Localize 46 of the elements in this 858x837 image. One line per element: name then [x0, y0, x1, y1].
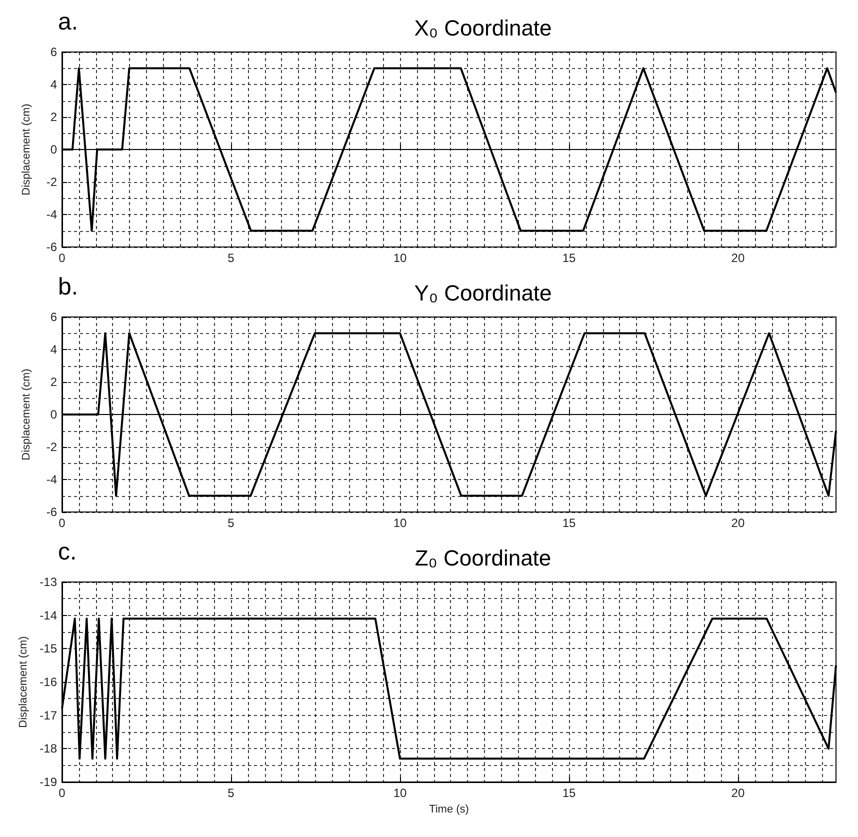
x-tick-label: 15	[562, 786, 576, 800]
y-tick-label: -4	[46, 208, 58, 222]
text: c.	[58, 538, 77, 566]
x-tick-label: 0	[58, 516, 66, 530]
y-tick-label: 6	[50, 45, 58, 59]
y-tick-label: -15	[40, 642, 58, 656]
y-tick-label: 0	[50, 142, 58, 156]
x-tick-label: 20	[731, 251, 745, 265]
x-tick-label: 5	[228, 786, 235, 800]
y-tick-label: 2	[50, 375, 58, 389]
y-tick-label: -2	[46, 440, 58, 454]
x-tick-label: 10	[393, 516, 407, 530]
x-tick-label: 5	[228, 251, 235, 265]
chart-title: Y₀ Coordinate	[414, 280, 552, 306]
y-tick-label: -6	[46, 240, 58, 254]
x-tick-label: 0	[58, 251, 66, 265]
y-tick-label: 4	[50, 342, 58, 356]
y-tick-label: -19	[40, 775, 58, 789]
x-tick-label: 10	[393, 251, 407, 265]
y-tick-label: -2	[46, 175, 58, 189]
x-tick-label: 20	[731, 786, 745, 800]
y-tick-label: -16	[40, 675, 58, 689]
x-tick-label: 20	[731, 516, 745, 530]
x-tick-label: 10	[393, 786, 407, 800]
x-tick-label: 15	[562, 516, 576, 530]
y-tick-label: 0	[50, 408, 58, 422]
y-axis-title: Displacement (cm)	[20, 104, 32, 196]
text: b.	[58, 274, 78, 300]
y-axis-title: Displacement (cm)	[20, 368, 32, 460]
text: a.	[58, 8, 78, 36]
x-tick-label: 15	[562, 251, 576, 265]
y-tick-label: -13	[40, 575, 58, 589]
x-tick-label: 0	[58, 786, 66, 800]
y-tick-label: -17	[40, 708, 58, 722]
y-tick-label: 4	[50, 78, 58, 92]
y-tick-label: 6	[50, 310, 58, 324]
x-axis-title: Time (s)	[429, 804, 469, 816]
y-axis-title: Displacement (cm)	[17, 636, 30, 728]
chart-title: Z₀ Coordinate	[414, 546, 552, 570]
y-tick-label: -6	[46, 505, 58, 519]
y-tick-label: -14	[40, 608, 58, 622]
y-tick-label: -4	[46, 472, 58, 486]
y-tick-label: 2	[50, 110, 58, 124]
chart-title: X₀ Coordinate	[414, 16, 552, 40]
x-tick-label: 5	[228, 516, 235, 530]
y-tick-label: -18	[40, 742, 58, 756]
